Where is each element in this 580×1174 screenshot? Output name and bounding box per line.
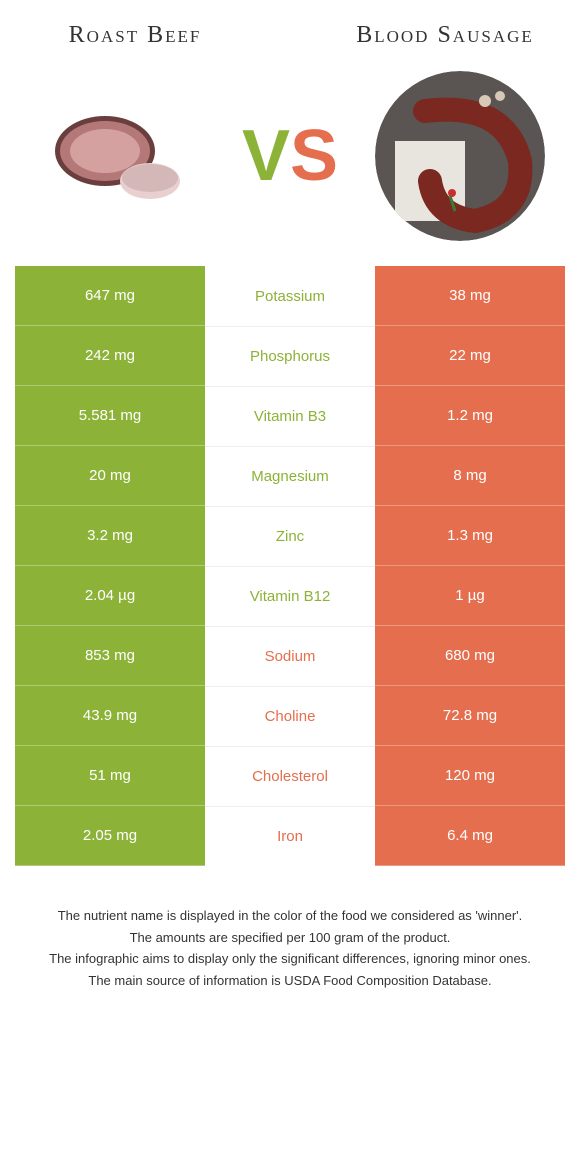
footer-line-3: The infographic aims to display only the… (40, 949, 540, 969)
nutrient-name-cell: Magnesium (205, 446, 375, 506)
nutrient-name-cell: Vitamin B3 (205, 386, 375, 446)
right-value-cell: 1 µg (375, 566, 565, 626)
right-value-cell: 680 mg (375, 626, 565, 686)
right-value-cell: 6.4 mg (375, 806, 565, 866)
table-row: 3.2 mgZinc1.3 mg (15, 506, 565, 566)
left-value-cell: 647 mg (15, 266, 205, 326)
nutrient-name-cell: Vitamin B12 (205, 566, 375, 626)
table-row: 853 mgSodium680 mg (15, 626, 565, 686)
left-value-cell: 2.05 mg (15, 806, 205, 866)
table-row: 647 mgPotassium38 mg (15, 266, 565, 326)
footer-line-4: The main source of information is USDA F… (40, 971, 540, 991)
nutrient-name-cell: Sodium (205, 626, 375, 686)
left-value-cell: 51 mg (15, 746, 205, 806)
right-value-cell: 22 mg (375, 326, 565, 386)
left-value-cell: 242 mg (15, 326, 205, 386)
nutrient-name-cell: Iron (205, 806, 375, 866)
nutrient-name-cell: Cholesterol (205, 746, 375, 806)
right-value-cell: 38 mg (375, 266, 565, 326)
footer-notes: The nutrient name is displayed in the co… (15, 866, 565, 990)
left-value-cell: 20 mg (15, 446, 205, 506)
table-row: 43.9 mgCholine72.8 mg (15, 686, 565, 746)
right-food-title: Blood Sausage (345, 20, 545, 51)
vs-s-letter: S (290, 116, 338, 196)
vs-v-letter: V (242, 116, 290, 196)
table-row: 242 mgPhosphorus22 mg (15, 326, 565, 386)
left-food-title: Roast Beef (35, 20, 235, 51)
right-value-cell: 1.3 mg (375, 506, 565, 566)
left-value-cell: 853 mg (15, 626, 205, 686)
vs-row: VS (15, 61, 565, 266)
nutrient-name-cell: Choline (205, 686, 375, 746)
table-row: 2.05 mgIron6.4 mg (15, 806, 565, 866)
right-food-image (375, 71, 545, 241)
nutrient-name-cell: Potassium (205, 266, 375, 326)
nutrient-table: 647 mgPotassium38 mg242 mgPhosphorus22 m… (15, 266, 565, 866)
footer-line-2: The amounts are specified per 100 gram o… (40, 928, 540, 948)
nutrient-name-cell: Phosphorus (205, 326, 375, 386)
left-value-cell: 2.04 µg (15, 566, 205, 626)
table-row: 5.581 mgVitamin B31.2 mg (15, 386, 565, 446)
table-row: 2.04 µgVitamin B121 µg (15, 566, 565, 626)
nutrient-name-cell: Zinc (205, 506, 375, 566)
table-row: 20 mgMagnesium8 mg (15, 446, 565, 506)
left-value-cell: 3.2 mg (15, 506, 205, 566)
footer-line-1: The nutrient name is displayed in the co… (40, 906, 540, 926)
left-value-cell: 43.9 mg (15, 686, 205, 746)
left-value-cell: 5.581 mg (15, 386, 205, 446)
right-value-cell: 120 mg (375, 746, 565, 806)
right-value-cell: 72.8 mg (375, 686, 565, 746)
table-row: 51 mgCholesterol120 mg (15, 746, 565, 806)
left-food-image (35, 71, 205, 241)
right-value-cell: 1.2 mg (375, 386, 565, 446)
right-value-cell: 8 mg (375, 446, 565, 506)
vs-label: VS (242, 115, 338, 197)
header-titles: Roast Beef Blood Sausage (15, 20, 565, 61)
